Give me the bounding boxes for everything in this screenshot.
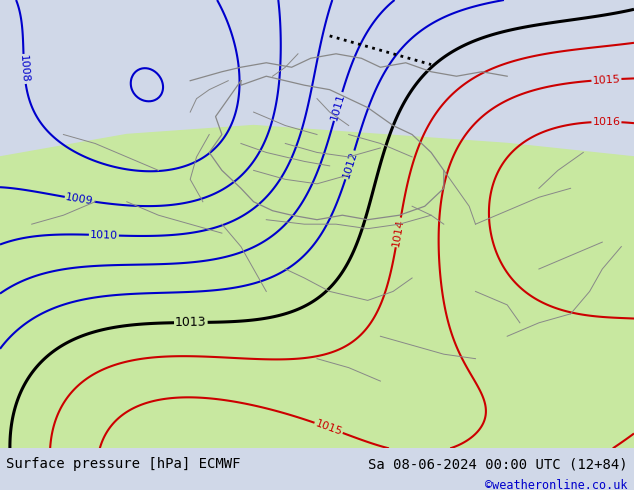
Text: 1014: 1014 xyxy=(391,218,406,247)
Text: 1010: 1010 xyxy=(90,230,118,241)
Text: 1015: 1015 xyxy=(592,74,621,86)
Text: ©weatheronline.co.uk: ©weatheronline.co.uk xyxy=(485,479,628,490)
Text: 1016: 1016 xyxy=(592,117,621,127)
Text: Surface pressure [hPa] ECMWF: Surface pressure [hPa] ECMWF xyxy=(6,457,241,471)
Text: 1012: 1012 xyxy=(341,150,359,180)
Text: 1009: 1009 xyxy=(65,192,94,207)
Text: 1015: 1015 xyxy=(314,418,344,437)
Text: 1008: 1008 xyxy=(18,54,30,83)
Text: 1011: 1011 xyxy=(330,92,347,122)
Polygon shape xyxy=(0,125,634,448)
Text: Sa 08-06-2024 00:00 UTC (12+84): Sa 08-06-2024 00:00 UTC (12+84) xyxy=(368,457,628,471)
Text: 1013: 1013 xyxy=(175,316,207,329)
